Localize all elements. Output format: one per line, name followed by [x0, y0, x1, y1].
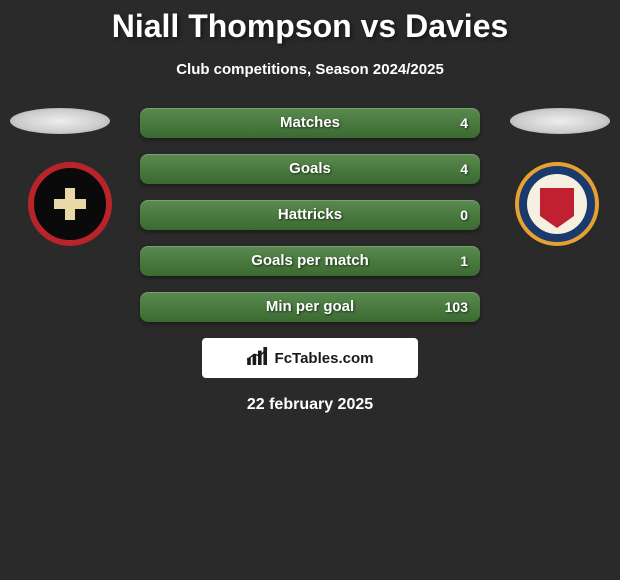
stat-label: Min per goal — [140, 292, 480, 322]
stat-label: Matches — [140, 108, 480, 138]
page-subtitle: Club competitions, Season 2024/2025 — [0, 61, 620, 78]
brand-label: FcTables.com — [275, 350, 374, 367]
stat-label: Goals — [140, 154, 480, 184]
footer-date: 22 february 2025 — [0, 396, 620, 414]
stat-value-right: 1 — [460, 246, 468, 276]
stat-row: Goals 4 — [140, 154, 480, 184]
stat-row: Min per goal 103 — [140, 292, 480, 322]
stat-value-right: 4 — [460, 108, 468, 138]
stat-value-right: 103 — [445, 292, 468, 322]
chart-icon — [247, 347, 269, 370]
stat-label: Goals per match — [140, 246, 480, 276]
stat-value-right: 0 — [460, 200, 468, 230]
brand-box: FcTables.com — [202, 338, 418, 378]
club-badge-left — [28, 162, 112, 246]
stat-row: Hattricks 0 — [140, 200, 480, 230]
page-title: Niall Thompson vs Davies — [0, 0, 620, 45]
player-left-placeholder — [10, 108, 110, 134]
stat-label: Hattricks — [140, 200, 480, 230]
stat-row: Goals per match 1 — [140, 246, 480, 276]
stats-table: Matches 4 Goals 4 Hattricks 0 Goals per … — [140, 108, 480, 322]
stat-row: Matches 4 — [140, 108, 480, 138]
main-content: Matches 4 Goals 4 Hattricks 0 Goals per … — [0, 108, 620, 414]
player-right-placeholder — [510, 108, 610, 134]
stat-value-right: 4 — [460, 154, 468, 184]
club-badge-right — [515, 162, 599, 246]
